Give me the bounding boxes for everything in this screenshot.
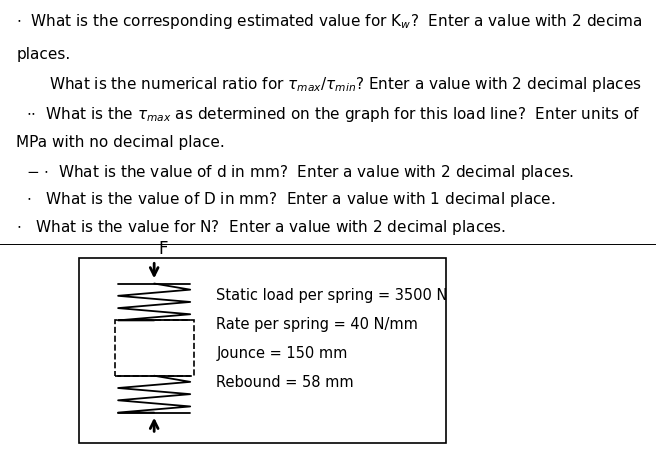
Text: $\cdot$   What is the value for N?  Enter a value with 2 decimal places.: $\cdot$ What is the value for N? Enter a… [16,218,506,237]
Text: $\cdot$   What is the value of D in mm?  Enter a value with 1 decimal place.: $\cdot$ What is the value of D in mm? En… [26,190,556,209]
Text: MPa with no decimal place.: MPa with no decimal place. [16,135,225,150]
Text: $\cdot$$\cdot$  What is the $\tau_{max}$ as determined on the graph for this loa: $\cdot$$\cdot$ What is the $\tau_{max}$ … [26,105,640,124]
Text: $\cdot$  What is the corresponding estimated value for K$_w$?  Enter a value wit: $\cdot$ What is the corresponding estima… [16,12,643,30]
Text: Static load per spring = 3500 N: Static load per spring = 3500 N [216,288,448,303]
Text: Rebound = 58 mm: Rebound = 58 mm [216,375,354,390]
Text: $-$ $\cdot$  What is the value of d in mm?  Enter a value with 2 decimal places.: $-$ $\cdot$ What is the value of d in mm… [26,163,575,182]
Text: places.: places. [16,47,71,63]
Text: F: F [159,240,168,258]
Bar [79,258,446,443]
Text: What is the numerical ratio for $\tau_{max}/\tau_{min}$? Enter a value with 2 de: What is the numerical ratio for $\tau_{m… [49,75,642,94]
Text: Rate per spring = 40 N/mm: Rate per spring = 40 N/mm [216,317,419,332]
Text: Jounce = 150 mm: Jounce = 150 mm [216,346,348,361]
Bar [115,320,194,376]
